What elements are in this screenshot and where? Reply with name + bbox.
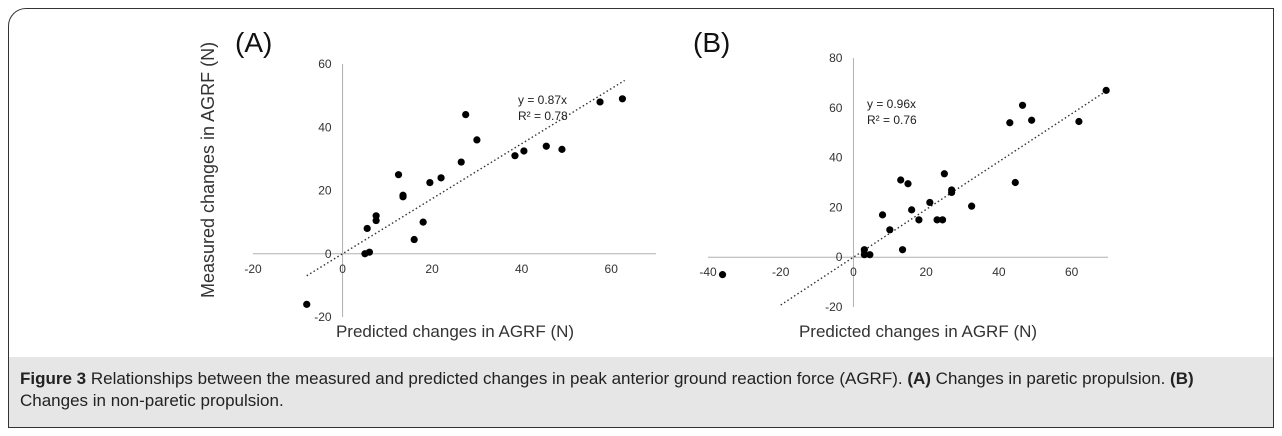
panel-a-label: (A) xyxy=(235,27,272,58)
caption-background xyxy=(9,357,1273,427)
panel-b-y-tick-label: 0 xyxy=(836,250,843,264)
panel-b-data-point xyxy=(926,198,934,207)
panel-b-data-point xyxy=(1011,178,1019,187)
panel-b-y-tick-label: 40 xyxy=(829,151,843,165)
panel-b-xlabel: Predicted changes in AGRF (N) xyxy=(799,322,1037,341)
panel-a-data-point xyxy=(511,152,519,160)
panel-a-data-point xyxy=(372,216,380,225)
panel-b-data-point xyxy=(968,202,976,210)
panel-b-data-point xyxy=(933,216,941,224)
panel-b-trend-equation: y = 0.96x xyxy=(867,97,916,111)
figure-caption: Figure 3 Relationships between the measu… xyxy=(20,368,1260,412)
panel-b-x-tick-label: 60 xyxy=(1065,265,1079,279)
panel-a-x-tick-label: -20 xyxy=(244,262,262,276)
panel-b-trendline xyxy=(780,91,1105,306)
panel-b-data-point xyxy=(948,186,956,194)
panel-a-y-tick-label: 60 xyxy=(318,57,332,71)
panel-b-data-point xyxy=(860,246,868,254)
panel-a-data-point xyxy=(558,145,566,153)
panel-b-data-point xyxy=(904,180,912,188)
panel-b-data-point xyxy=(1102,86,1110,94)
panel-b-y-tick-label: 60 xyxy=(829,101,843,115)
panel-b-data-point xyxy=(878,211,887,219)
panel-a-x-tick-label: 40 xyxy=(515,262,529,276)
caption-figure-label: Figure 3 xyxy=(20,369,87,388)
panel-a-data-point xyxy=(457,158,465,166)
caption-b-text: Changes in non-paretic propulsion. xyxy=(20,391,284,410)
panel-b-x-tick-label: -20 xyxy=(772,265,790,279)
panel-a-data-point xyxy=(303,300,311,308)
panel-a-data-point xyxy=(394,171,403,179)
panel-a-trendline xyxy=(306,79,626,277)
panel-b-y-tick-label: 20 xyxy=(829,200,843,214)
panel-a-y-tick-label: 20 xyxy=(318,184,332,198)
panel-b-data-point xyxy=(898,246,907,254)
panel-a-data-point xyxy=(365,248,374,256)
panel-b-x-tick-label: 20 xyxy=(920,265,934,279)
panel-a-data-point xyxy=(419,218,427,226)
figure-frame xyxy=(8,8,1274,428)
panel-b-plot-area: -40 -20 0 20 40 60 -20 0 20 40 60 80 xyxy=(699,51,1110,314)
panel-b-data-point xyxy=(718,271,727,279)
panel-a-data-point xyxy=(618,95,627,103)
panel-b-data-point xyxy=(886,226,894,234)
panel-a-data-point xyxy=(363,224,371,233)
panel-b-data-point xyxy=(1018,101,1027,109)
panel-b-trend-r2: R² = 0.76 xyxy=(867,113,917,127)
caption-a-label: (A) xyxy=(907,369,931,388)
panel-b-data-point xyxy=(1075,117,1083,126)
panel-a-data-point xyxy=(410,235,418,244)
panel-a-data-point xyxy=(596,98,604,106)
panel-a-data-point xyxy=(542,142,550,150)
panel-a-trend-r2: R² = 0.78 xyxy=(518,109,568,123)
panel-b-x-tick-label: -40 xyxy=(699,265,717,279)
panel-a-data-point xyxy=(520,147,528,155)
caption-a-text: Changes in paretic propulsion. xyxy=(930,369,1171,388)
panel-b-y-tick-label: 80 xyxy=(829,51,843,65)
panel-a-data-point xyxy=(473,136,481,144)
panel-b-data-point xyxy=(1028,116,1036,124)
panel-a-data-point xyxy=(399,191,407,199)
panel-b-y-tick-label: -20 xyxy=(825,300,843,314)
panel-b-x-tick-label: 40 xyxy=(992,265,1006,279)
panel-b-x-tick-label: 0 xyxy=(850,265,857,279)
panel-b-data-point xyxy=(860,251,868,259)
panel-b-data-point xyxy=(1006,119,1014,127)
panel-a-plot-area: -20 0 20 40 60 -20 0 20 40 60 xyxy=(244,57,656,324)
panel-a-x-tick-label: 0 xyxy=(339,262,346,276)
panel-b-data-point xyxy=(940,170,948,178)
panel-a-y-tick-label: 0 xyxy=(325,247,332,261)
panel-a-y-tick-label: -20 xyxy=(314,310,332,324)
panel-b-data-point xyxy=(866,251,874,259)
panel-a-xlabel: Predicted changes in AGRF (N) xyxy=(336,322,574,341)
panel-b-data-point xyxy=(938,216,947,224)
caption-b-label: (B) xyxy=(1170,369,1194,388)
panel-a-y-tick-label: 40 xyxy=(318,120,332,134)
panel-b-data-point xyxy=(897,176,905,184)
panel-a-x-tick-label: 60 xyxy=(605,262,619,276)
panel-b-data-point xyxy=(908,206,916,214)
panel-b-data-point xyxy=(915,216,923,224)
panel-a-x-tick-label: 20 xyxy=(425,262,439,276)
panel-a-data-point xyxy=(426,178,434,187)
panel-a-trend-equation: y = 0.87x xyxy=(518,93,567,107)
panel-a-ylabel: Measured changes in AGRF (N) xyxy=(198,42,218,298)
panel-a-data-point xyxy=(437,174,445,182)
panel-a-data-point xyxy=(462,111,470,119)
caption-text: Relationships between the measured and p… xyxy=(86,369,908,388)
panel-b-label: (B) xyxy=(693,27,730,58)
